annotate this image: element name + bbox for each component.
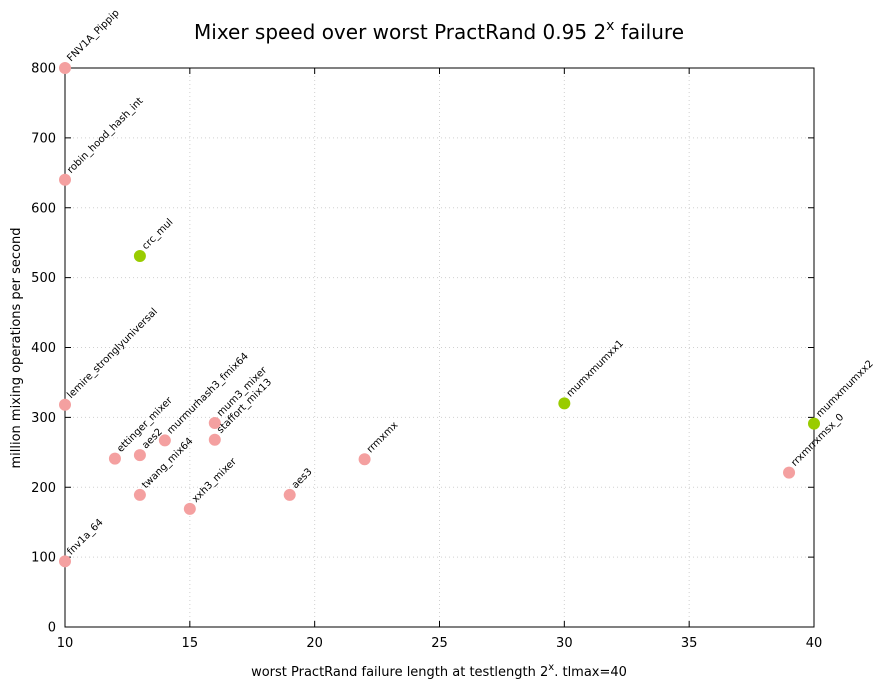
x-tick-label: 10	[57, 636, 74, 651]
y-tick-label: 100	[31, 551, 56, 566]
x-tick-label: 15	[182, 636, 199, 651]
data-point-label: mumxmumxx2	[814, 358, 875, 419]
y-tick-label: 800	[31, 62, 56, 77]
data-point	[158, 434, 171, 447]
data-point-label: rrmxmx	[365, 420, 401, 456]
y-axis-label: million mixing operations per second	[9, 227, 24, 468]
data-points: FNV1A_Pippip robin_hood_hash_int crc_mulle…	[59, 8, 876, 568]
data-point	[133, 449, 146, 462]
x-tick-label: 40	[806, 636, 823, 651]
data-point	[808, 417, 820, 430]
data-point-label: fnv1a_64	[65, 517, 105, 557]
y-tick-label: 600	[31, 201, 56, 216]
y-tick-label: 400	[31, 341, 56, 356]
x-tick-label: 20	[306, 636, 323, 651]
data-point-label: crc_mul	[140, 217, 175, 252]
data-point	[59, 555, 71, 568]
x-tick-label: 30	[556, 636, 573, 651]
y-tick-label: 0	[48, 621, 56, 636]
y-tick-label: 700	[31, 131, 56, 146]
data-point	[59, 398, 71, 411]
y-tick-label: 500	[31, 271, 56, 286]
data-point-label: xxh3_mixer	[190, 456, 239, 505]
data-point	[558, 397, 571, 410]
x-tick-label: 25	[431, 636, 448, 651]
data-point	[208, 416, 221, 429]
data-point	[783, 466, 796, 479]
data-point	[208, 433, 221, 446]
y-tick-label: 300	[31, 411, 56, 426]
data-point	[59, 173, 71, 186]
chart-title: Mixer speed over worst PractRand 0.95 2x…	[194, 18, 684, 44]
data-point-label: lemire_stronglyuniversal	[65, 306, 160, 401]
data-point	[133, 488, 146, 501]
x-tick-label: 35	[681, 636, 698, 651]
grid-lines	[65, 68, 814, 627]
x-axis-label: worst PractRand failure length at testle…	[251, 662, 627, 680]
data-point	[283, 488, 296, 501]
data-point	[108, 452, 121, 465]
data-point	[59, 62, 71, 74]
data-point-label: robin_hood_hash_int	[65, 96, 145, 176]
data-point	[133, 249, 146, 262]
data-point	[358, 453, 371, 466]
data-point-label: FNV1A_Pippip	[65, 8, 121, 64]
data-point	[183, 502, 196, 515]
data-point-label: aes3	[290, 466, 315, 491]
y-tick-label: 200	[31, 481, 56, 496]
